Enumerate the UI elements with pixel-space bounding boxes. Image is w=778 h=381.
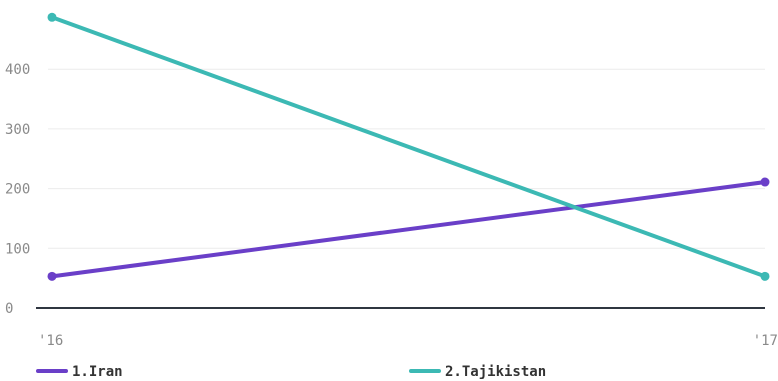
data-point xyxy=(760,177,770,187)
y-tick-label: 400 xyxy=(5,62,30,78)
data-point xyxy=(47,12,57,22)
x-tick-label: '16 xyxy=(38,333,63,349)
series-line xyxy=(50,15,767,279)
legend: 1.Iran 2.Tajikistan xyxy=(36,364,546,380)
y-axis-ticks: 0 100 200 300 400 xyxy=(5,62,30,317)
data-point xyxy=(47,271,57,281)
x-tick-label: '17 xyxy=(753,333,778,349)
gridlines xyxy=(48,68,765,249)
data-point xyxy=(760,271,770,281)
series-line xyxy=(50,180,767,279)
x-axis-ticks: '16 '17 xyxy=(38,333,778,349)
y-tick-label: 200 xyxy=(5,182,30,198)
y-tick-label: 0 xyxy=(5,301,13,317)
y-tick-label: 300 xyxy=(5,122,30,138)
y-tick-label: 100 xyxy=(5,241,30,257)
legend-label: 2.Tajikistan xyxy=(445,364,546,380)
series-group xyxy=(47,12,770,281)
legend-label: 1.Iran xyxy=(72,364,123,380)
